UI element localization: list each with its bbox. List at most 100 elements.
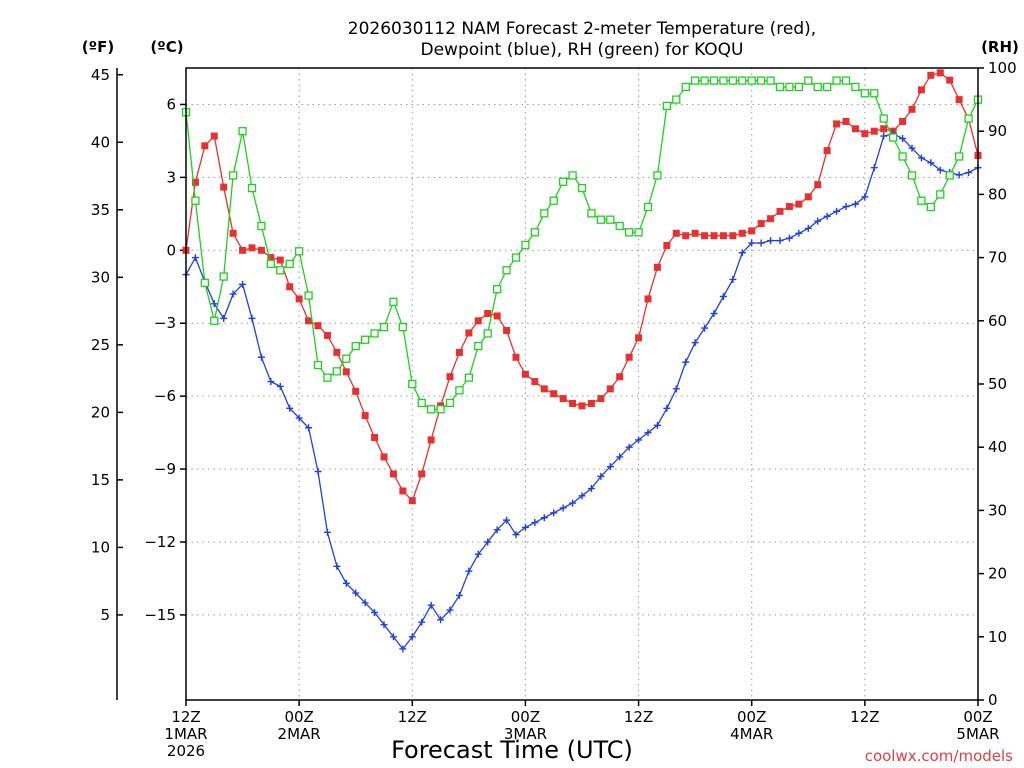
fahrenheit-unit-label: (ºF) — [82, 38, 114, 56]
temperature-point — [682, 232, 690, 240]
temperature-point — [635, 334, 643, 342]
rh-point — [728, 76, 738, 85]
temperature-point — [229, 229, 237, 237]
dewpoint-point — [342, 579, 350, 587]
rh-point — [690, 76, 700, 85]
rh-point — [785, 82, 794, 92]
dewpoint-point — [804, 224, 812, 232]
axis-ticks: 630−3−6−9−12−154540353025201510510090807… — [91, 59, 1017, 760]
temperature-point — [663, 241, 671, 249]
celsius-unit-label: (ºC) — [150, 38, 183, 56]
temperature-point — [531, 378, 539, 386]
dewpoint-point — [814, 217, 822, 225]
rh-tick-label: 90 — [988, 122, 1007, 140]
dewpoint-point — [710, 310, 718, 318]
temperature-point — [352, 387, 360, 395]
dewpoint-point — [427, 601, 435, 609]
dewpoint-point — [653, 421, 661, 429]
dewpoint-point — [361, 599, 369, 607]
rh-point — [851, 82, 860, 92]
rh-point — [483, 329, 492, 338]
temperature-point — [936, 69, 944, 77]
dewpoint-point — [380, 621, 388, 629]
temperature-point — [550, 390, 558, 398]
temperature-point — [239, 246, 247, 254]
temperature-point — [540, 385, 548, 393]
dewpoint-point — [917, 154, 925, 162]
temperature-point — [701, 232, 709, 240]
rh-point — [870, 89, 879, 98]
temperature-point — [333, 348, 341, 356]
temperature-point — [276, 256, 284, 264]
rh-point — [304, 291, 313, 300]
rh-tick-label: 20 — [988, 565, 1007, 583]
rh-point — [351, 341, 360, 351]
rh-point — [936, 190, 945, 199]
dewpoint-point — [569, 499, 577, 507]
plot-frame — [185, 67, 979, 701]
dewpoint-point — [606, 463, 614, 471]
temperature-point — [361, 412, 369, 420]
rh-point — [917, 196, 926, 205]
rh-tick-label: 50 — [988, 375, 1007, 393]
temperature-point — [484, 310, 492, 318]
rh-tick-label: 40 — [988, 438, 1007, 456]
temperature-point — [569, 399, 577, 407]
dewpoint-point — [399, 645, 407, 653]
dewpoint-point — [776, 237, 784, 245]
dewpoint-point — [389, 633, 397, 641]
temperature-point — [833, 120, 841, 128]
dewpoint-point — [465, 567, 473, 575]
dewpoint-point — [682, 358, 690, 366]
dewpoint-point — [418, 618, 426, 626]
rh-point — [342, 354, 351, 363]
temperature-point — [418, 470, 426, 478]
rh-line — [185, 79, 979, 410]
rh-point — [558, 177, 568, 186]
temperature-point — [389, 470, 397, 478]
rh-point — [738, 76, 747, 85]
dewpoint-point — [437, 616, 445, 624]
dewpoint-point — [635, 436, 643, 444]
rh-point — [455, 386, 464, 395]
rh-point — [228, 171, 238, 180]
rh-point — [426, 405, 436, 414]
temperature-point — [191, 178, 199, 186]
rh-point — [464, 373, 474, 382]
rh-point — [615, 221, 624, 231]
rh-point — [964, 114, 973, 123]
rh-tick-label: 0 — [988, 691, 998, 709]
dewpoint-point — [663, 404, 671, 412]
dewpoint-point — [729, 275, 737, 283]
celsius-tick-label: −15 — [144, 606, 176, 624]
dewpoint-point — [785, 234, 793, 242]
dewpoint-point — [229, 290, 237, 298]
dewpoint-point — [842, 203, 850, 211]
rh-point — [408, 379, 417, 389]
temperature-point — [597, 395, 605, 403]
temperature-point — [880, 125, 888, 133]
x-tick-label: 00Z — [511, 708, 540, 726]
temperature-point — [295, 295, 303, 303]
temperature-point — [851, 125, 859, 133]
celsius-tick-label: 0 — [166, 241, 176, 259]
dewpoint-point — [823, 212, 831, 220]
temperature-point — [842, 117, 850, 125]
x-tick-label: 00Z — [963, 708, 992, 726]
chart-title-line1: 2026030112 NAM Forecast 2-meter Temperat… — [348, 19, 816, 39]
rh-point — [756, 76, 766, 85]
dewpoint-point — [550, 509, 558, 517]
dewpoint-point — [493, 526, 501, 534]
temperature-point — [653, 263, 661, 271]
rh-point — [898, 152, 907, 161]
temperature-point — [399, 487, 407, 495]
dewpoint-point — [512, 531, 520, 539]
temperature-point — [691, 229, 699, 237]
dewpoint-point — [531, 519, 539, 527]
x-tick-label: 00Z — [284, 708, 313, 726]
x-tick-label: 12Z — [171, 708, 200, 726]
rh-point — [247, 183, 257, 193]
rh-point — [540, 209, 549, 218]
temperature-point — [220, 183, 228, 191]
dewpoint-point — [767, 237, 775, 245]
